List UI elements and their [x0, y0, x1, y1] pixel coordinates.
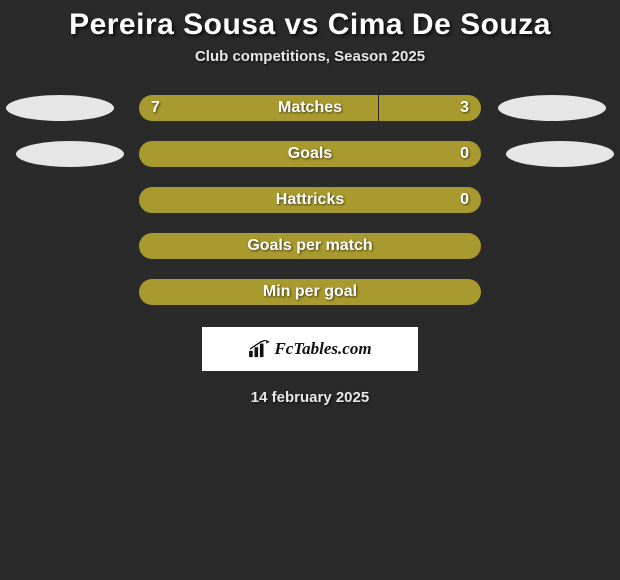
date: 14 february 2025 — [0, 389, 620, 406]
stat-row: Hattricks 0 — [0, 187, 620, 213]
avatar — [498, 95, 606, 121]
stat-value-right: 0 — [460, 145, 469, 163]
bar-left — [139, 95, 378, 121]
avatar — [6, 95, 114, 121]
stat-row: Goals per match — [0, 233, 620, 259]
stat-value-right: 0 — [460, 191, 469, 209]
chart-icon — [248, 340, 270, 358]
avatar — [16, 141, 124, 167]
bar-track: Min per goal — [139, 279, 481, 305]
bar-track: Matches 7 3 — [139, 95, 481, 121]
stat-value-right: 3 — [460, 99, 469, 117]
bar-track: Goals 0 — [139, 141, 481, 167]
avatar — [506, 141, 614, 167]
subtitle: Club competitions, Season 2025 — [0, 48, 620, 65]
bar-track: Hattricks 0 — [139, 187, 481, 213]
stat-row: Goals 0 — [0, 141, 620, 167]
stat-label: Goals per match — [247, 237, 372, 255]
page-title: Pereira Sousa vs Cima De Souza — [0, 8, 620, 42]
stat-row: Matches 7 3 — [0, 95, 620, 121]
stat-label: Matches — [278, 99, 342, 117]
stat-label: Hattricks — [276, 191, 344, 209]
stat-value-left: 7 — [151, 99, 160, 117]
stat-row: Min per goal — [0, 279, 620, 305]
stat-label: Goals — [288, 145, 332, 163]
logo-text: FcTables.com — [274, 339, 371, 359]
logo-badge: FcTables.com — [202, 327, 418, 371]
stat-label: Min per goal — [263, 283, 357, 301]
stats-rows: Matches 7 3 Goals 0 Hattricks 0 Goals per match… — [0, 95, 620, 305]
bar-track: Goals per match — [139, 233, 481, 259]
